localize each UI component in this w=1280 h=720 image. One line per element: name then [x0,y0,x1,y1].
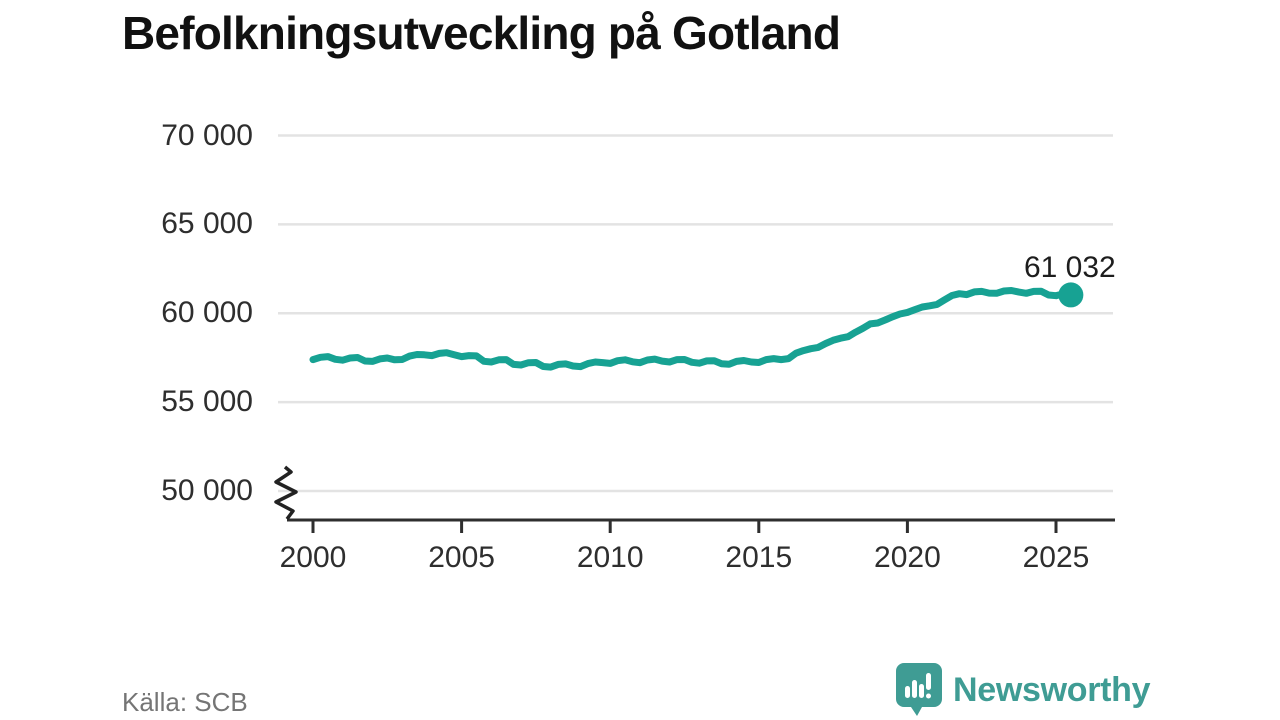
source-note: Källa: SCB [122,687,248,717]
population-line [309,287,1075,371]
x-tick-label: 2015 [725,541,793,574]
x-tick-label: 2010 [576,541,644,574]
newsworthy-logo: Newsworthy [896,663,1151,717]
chart-title: Befolkningsutveckling på Gotland [122,7,841,59]
y-tick-label: 50 000 [161,474,253,507]
x-tick-label: 2025 [1022,541,1090,574]
y-tick-label: 65 000 [161,207,253,241]
newsworthy-logo-text: Newsworthy [953,670,1151,709]
y-axis-break-icon [274,465,298,521]
x-tick-label: 2020 [874,541,941,574]
y-tick-label: 60 000 [161,296,253,330]
x-tick-label: 2000 [279,541,347,574]
newsworthy-logo-icon [896,663,942,716]
x-tick-label: 2005 [428,541,495,574]
y-tick-label: 70 000 [161,118,253,152]
y-tick-label: 55 000 [161,385,253,419]
end-point-marker [1058,282,1084,308]
end-value-label: 61 032 [1023,250,1116,284]
